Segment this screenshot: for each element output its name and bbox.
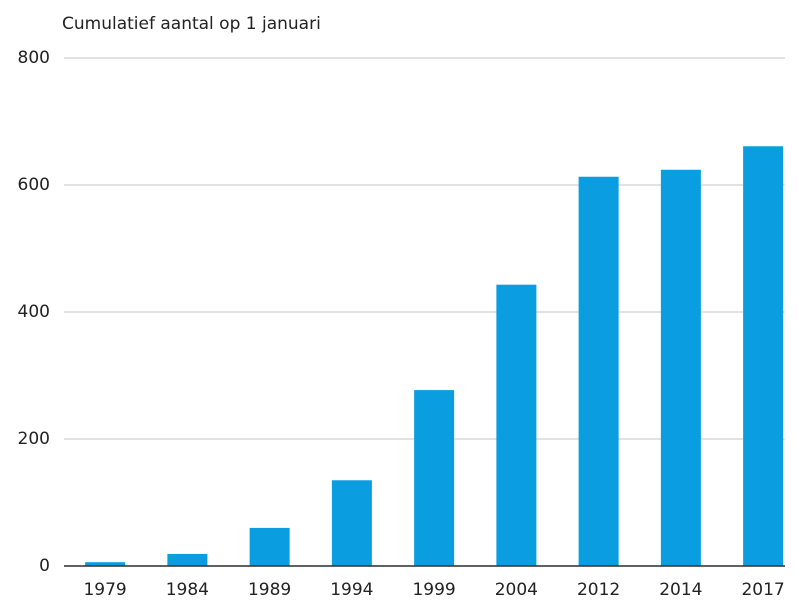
x-tick-label: 1979: [83, 580, 126, 600]
x-tick-label: 1999: [412, 580, 455, 600]
bar: [660, 169, 701, 566]
y-tick-label: 0: [39, 556, 50, 576]
bar: [331, 480, 372, 566]
y-tick-label: 200: [18, 429, 50, 449]
bar: [249, 527, 290, 566]
bar: [414, 390, 455, 566]
bar: [85, 562, 126, 566]
bar: [743, 146, 784, 566]
x-tick-label: 2004: [495, 580, 538, 600]
y-tick-label: 800: [18, 48, 50, 68]
x-tick-label: 2012: [577, 580, 620, 600]
x-tick-label: 1984: [166, 580, 209, 600]
x-tick-label: 2017: [741, 580, 784, 600]
chart-title: Cumulatief aantal op 1 januari: [62, 14, 321, 34]
x-tick-label: 1994: [330, 580, 373, 600]
x-tick-label: 2014: [659, 580, 702, 600]
bar: [578, 176, 619, 566]
y-tick-label: 600: [18, 175, 50, 195]
bar: [167, 553, 208, 566]
bar: [496, 284, 537, 566]
y-tick-label: 400: [18, 302, 50, 322]
x-tick-label: 1989: [248, 580, 291, 600]
